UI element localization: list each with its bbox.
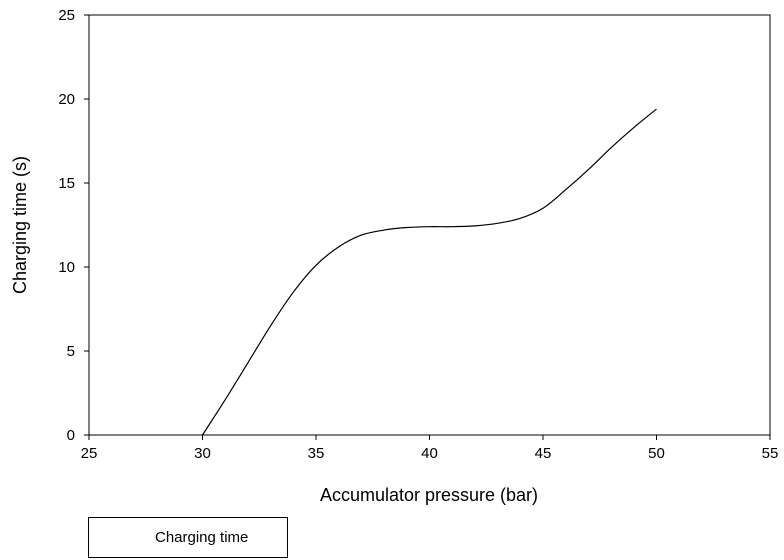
x-tick-label: 25 (81, 445, 98, 462)
x-tick-label: 40 (421, 445, 438, 462)
y-axis-title: Charging time (s) (10, 156, 30, 294)
plot-area (88, 14, 771, 436)
x-tick-label: 30 (194, 445, 211, 462)
x-tick-label: 55 (762, 445, 779, 462)
y-tick-label: 20 (58, 91, 75, 108)
series-line-charging-time (201, 108, 657, 436)
chart: 25 30 35 40 45 50 55 0 5 10 15 20 25 Accumulator pr… (10, 7, 779, 505)
x-tick-label: 45 (535, 445, 552, 462)
x-tick-label: 35 (308, 445, 325, 462)
y-tick-label: 0 (67, 427, 75, 444)
x-tick-label: 50 (648, 445, 665, 462)
y-tick-label: 5 (67, 343, 75, 360)
legend-entry-charging-time: Charging time (155, 529, 249, 546)
legend: Charging time (88, 517, 288, 558)
y-tick-label: 15 (58, 175, 75, 192)
y-tick-label: 25 (58, 7, 75, 24)
x-axis-title: Accumulator pressure (bar) (320, 485, 538, 505)
y-axis-ticks: 0 5 10 15 20 25 (58, 7, 89, 444)
y-tick-label: 10 (58, 259, 75, 276)
x-axis-ticks: 25 30 35 40 45 50 55 (81, 435, 779, 462)
